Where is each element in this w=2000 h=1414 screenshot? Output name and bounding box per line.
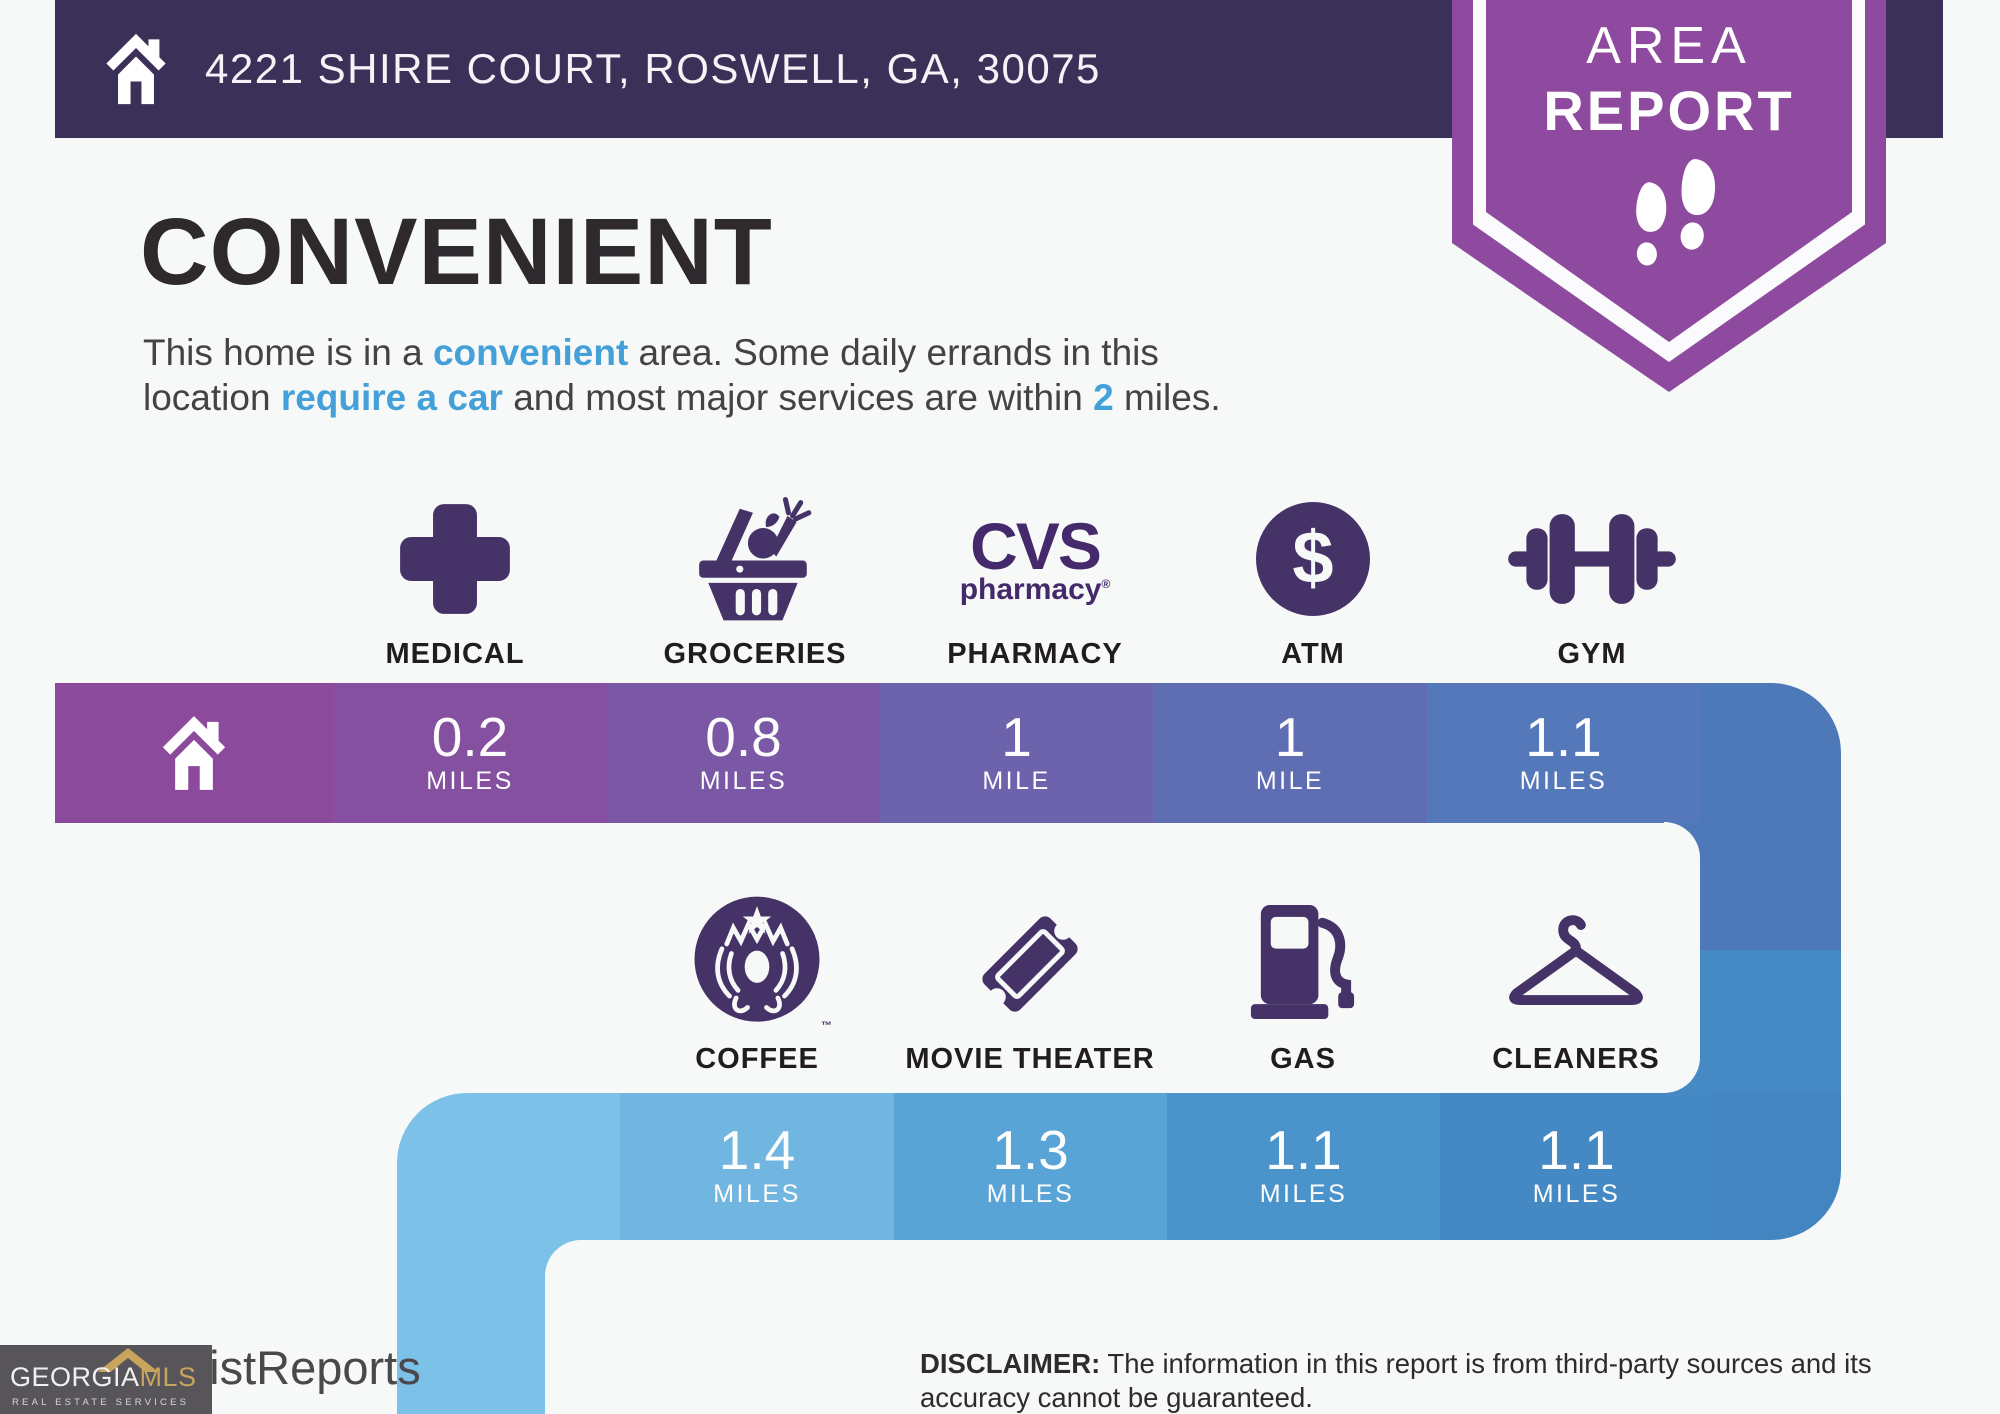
- grocery-basket-icon: [699, 497, 812, 621]
- footprints-icon: [1636, 159, 1716, 266]
- path-inner-corner: [545, 1240, 581, 1276]
- listreports-brand: ListReports: [183, 1341, 421, 1394]
- ticket-icon: [982, 916, 1078, 1012]
- service-label: MEDICAL: [385, 638, 525, 670]
- path-tail-right: [1713, 1093, 1841, 1240]
- property-address: 4221 SHIRE COURT, ROSWELL, GA, 30075: [205, 45, 1101, 92]
- intro-text: miles.: [1113, 377, 1221, 418]
- distance-cell-cleaners: 1.1 MILES: [1440, 1093, 1713, 1240]
- registered-mark: ®: [1101, 577, 1111, 591]
- service-coffee: ™ COFFEE: [617, 893, 897, 1076]
- distance-unit: MILES: [1532, 1180, 1621, 1208]
- path-corner-right: [1700, 683, 1841, 823]
- distance-cell-movie-theater: 1.3 MILES: [894, 1093, 1167, 1240]
- distance-cell-atm: 1 MILE: [1153, 683, 1427, 823]
- distance-unit: MILE: [1255, 766, 1325, 795]
- intro-paragraph: This home is in a convenient area. Some …: [143, 330, 1503, 420]
- intro-text: location: [143, 377, 281, 418]
- distance-unit: MILES: [713, 1180, 801, 1208]
- distance-cell-gym: 1.1 MILES: [1427, 683, 1700, 823]
- page-title: CONVENIENT: [140, 199, 773, 305]
- distance-unit: MILES: [1519, 766, 1608, 795]
- distance-unit: MILES: [699, 766, 788, 795]
- distance-value: 0.8: [705, 705, 782, 768]
- distance-bar-row2: 1.4 MILES 1.3 MILES 1.1 MILES 1.1 MILES: [397, 1093, 1841, 1240]
- path-inner-corner: [1664, 1057, 1700, 1093]
- distance-unit: MILES: [426, 766, 514, 795]
- service-cleaners: CLEANERS: [1436, 893, 1716, 1076]
- highlight-require-a-car: require a car: [280, 377, 503, 418]
- service-label: GYM: [1557, 638, 1627, 670]
- home-icon: [162, 716, 226, 790]
- path-corner-left: [397, 1093, 620, 1240]
- service-gym: GYM: [1462, 488, 1722, 671]
- intro-text: This home is in a: [143, 332, 433, 373]
- path-inner-corner: [1664, 822, 1700, 858]
- service-movie-theater: MOVIE THEATER: [890, 893, 1170, 1076]
- distance-cell-medical: 0.2 MILES: [333, 683, 607, 823]
- starbucks-logo-icon: [694, 896, 820, 1022]
- service-atm: $ ATM: [1183, 488, 1443, 671]
- gas-pump-icon: [1250, 904, 1355, 1020]
- path-column-right: [1700, 822, 1841, 1094]
- intro-text: and most major services are within: [502, 377, 1094, 418]
- cvs-pharmacy-text: pharmacy®: [959, 573, 1111, 606]
- service-label: CLEANERS: [1492, 1043, 1660, 1075]
- disclaimer-label: DISCLAIMER:: [920, 1348, 1101, 1379]
- service-label: GROCERIES: [663, 638, 847, 670]
- distance-value: 1: [1274, 705, 1306, 768]
- distance-unit: MILES: [986, 1180, 1075, 1208]
- distance-value: 1: [1001, 705, 1032, 768]
- highlight-convenient: convenient: [432, 332, 629, 373]
- trademark-mark: ™: [821, 1019, 832, 1032]
- cvs-pharmacy-logo: CVS pharmacy®: [960, 513, 1111, 605]
- service-medical: MEDICAL: [325, 488, 585, 671]
- intro-text: area. Some daily errands in this: [628, 332, 1159, 373]
- mls-tagline: REAL ESTATE SERVICES: [12, 1397, 190, 1408]
- distance-value: 1.1: [1525, 705, 1602, 768]
- distance-unit: MILE: [982, 766, 1051, 795]
- distance-value: 1.3: [992, 1119, 1069, 1181]
- badge-title-line1: AREA: [1586, 17, 1752, 75]
- distance-bar-row1: 0.2 MILES 0.8 MILES 1 MILE 1 MILE 1.1 MI…: [55, 683, 1841, 823]
- service-label: ATM: [1281, 638, 1345, 670]
- disclaimer: DISCLAIMER: The information in this repo…: [920, 1347, 1950, 1414]
- area-report-badge: AREA REPORT: [1452, 0, 1886, 392]
- cvs-wordmark: CVS: [970, 509, 1102, 583]
- distance-cell-gas: 1.1 MILES: [1167, 1093, 1440, 1240]
- service-groceries: GROCERIES: [625, 488, 885, 671]
- distance-value: 1.1: [1265, 1119, 1342, 1181]
- highlight-2: 2: [1093, 377, 1114, 418]
- home-icon: [106, 33, 166, 105]
- disclaimer-text: The information in this report is from t…: [920, 1348, 1872, 1413]
- mls-word-georgia: GEORGIA: [10, 1362, 140, 1392]
- dollar-circle-icon: $: [1256, 502, 1370, 616]
- hanger-icon: [1509, 915, 1643, 1005]
- dollar-sign: $: [1292, 515, 1334, 599]
- service-pharmacy: CVS pharmacy® PHARMACY: [905, 488, 1165, 671]
- service-label: COFFEE: [695, 1043, 819, 1075]
- distance-cell-pharmacy: 1 MILE: [880, 683, 1153, 823]
- distance-value: 1.4: [718, 1119, 796, 1181]
- distance-value: 1.1: [1538, 1119, 1615, 1181]
- badge-title-line2: REPORT: [1543, 79, 1795, 142]
- distance-value: 0.2: [431, 705, 509, 768]
- home-cell: [55, 683, 333, 823]
- service-label: MOVIE THEATER: [905, 1043, 1155, 1075]
- georgia-mls-logo: GEORGIAMLS REAL ESTATE SERVICES: [0, 1345, 212, 1414]
- distance-unit: MILES: [1259, 1180, 1348, 1208]
- roof-icon: [97, 1348, 159, 1372]
- dumbbell-icon: [1508, 514, 1676, 604]
- mls-word-mls: MLS: [139, 1362, 197, 1392]
- distance-cell-groceries: 0.8 MILES: [607, 683, 880, 823]
- service-label: PHARMACY: [947, 638, 1123, 670]
- service-gas: GAS: [1163, 893, 1443, 1076]
- medical-cross-icon: [400, 504, 510, 614]
- service-label: GAS: [1270, 1043, 1336, 1075]
- path-column-left: [397, 1239, 545, 1414]
- distance-cell-coffee: 1.4 MILES: [620, 1093, 894, 1240]
